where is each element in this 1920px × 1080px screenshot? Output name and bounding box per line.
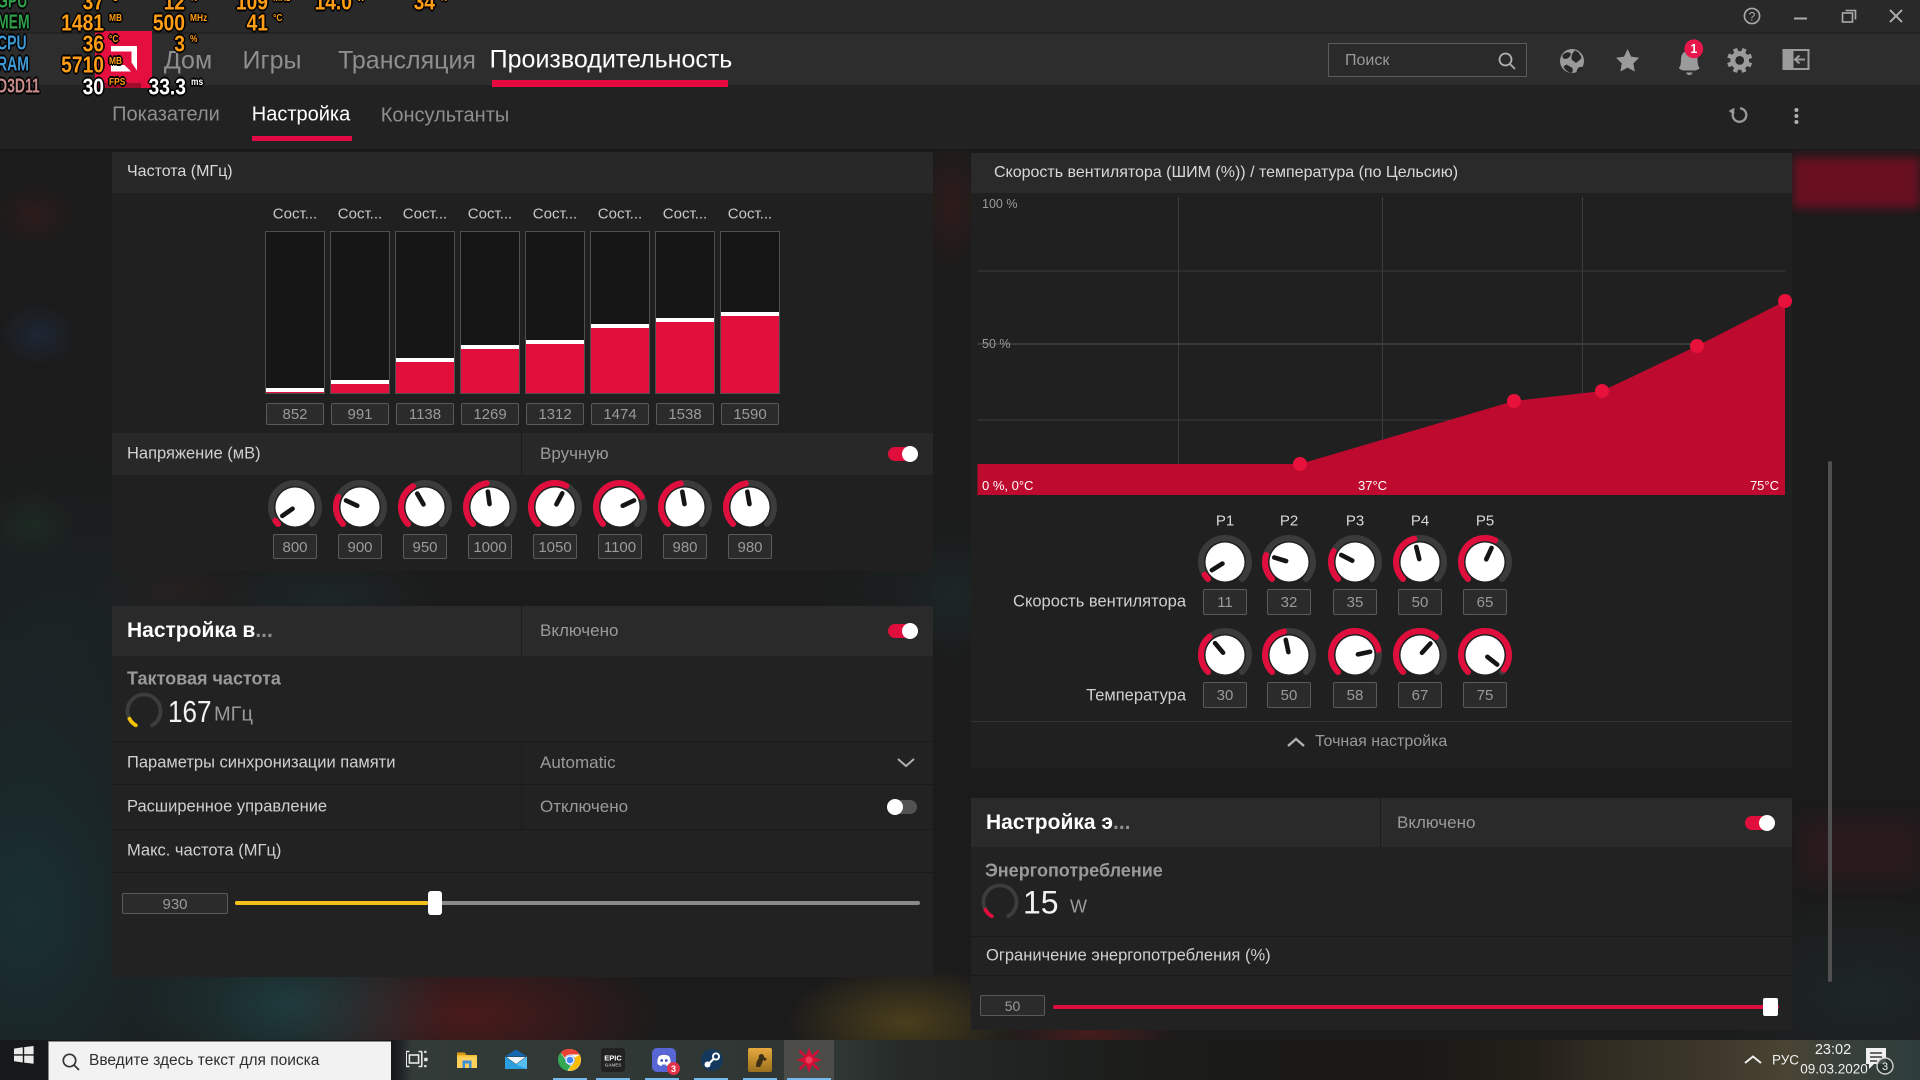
svg-text:0 %, 0°C: 0 %, 0°C	[982, 478, 1033, 493]
svg-text:50 %: 50 %	[982, 337, 1011, 351]
svg-text:3: 3	[1882, 1061, 1888, 1073]
svg-text:1: 1	[1690, 42, 1697, 56]
svg-text:100 %: 100 %	[982, 197, 1017, 211]
svg-text:37°C: 37°C	[1358, 478, 1387, 493]
svg-text:?: ?	[1749, 10, 1756, 24]
svg-text:75°C: 75°C	[1750, 478, 1779, 493]
